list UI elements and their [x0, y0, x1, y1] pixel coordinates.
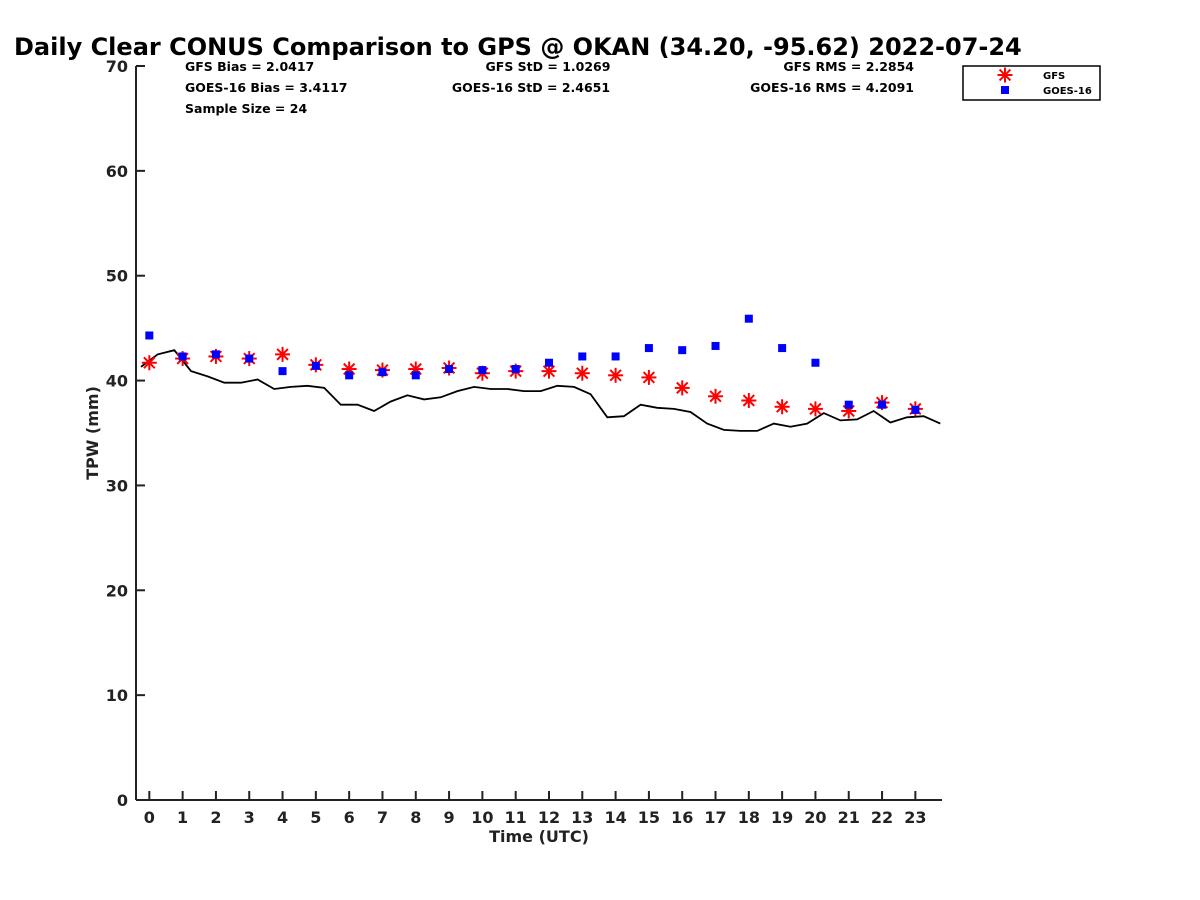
gfs-rms-stat: GFS RMS = 2.2854: [783, 59, 914, 74]
goes-16-point: [844, 400, 853, 409]
x-axis-label: Time (UTC): [489, 827, 589, 846]
y-tick-label: 20: [106, 581, 128, 600]
chart-title: Daily Clear CONUS Comparison to GPS @ OK…: [14, 33, 1022, 61]
y-ticks: 0 10 20 30 40 50 60 70: [106, 57, 145, 810]
gfs-point: [708, 388, 724, 404]
goes-16-point: [678, 346, 687, 355]
goes-16-point: [311, 361, 320, 370]
legend-goes-label: GOES-16: [1043, 86, 1092, 97]
x-tick-label: 7: [377, 808, 388, 827]
goes-16-point: [711, 341, 720, 350]
goes-16-point: [811, 358, 820, 367]
y-tick-label: 70: [106, 57, 128, 76]
plot-area: [140, 314, 941, 432]
y-axis-label: TPW (mm): [83, 386, 102, 480]
x-tick-label: 17: [704, 808, 726, 827]
x-tick-label: 22: [871, 808, 893, 827]
legend-gfs-marker: [997, 67, 1013, 83]
x-tick-label: 21: [838, 808, 860, 827]
gfs-point: [275, 346, 291, 362]
y-tick-label: 50: [106, 267, 128, 286]
goes-std-stat: GOES-16 StD = 2.4651: [452, 80, 610, 95]
gfs-point: [807, 401, 823, 417]
x-tick-label: 10: [471, 808, 493, 827]
gfs-point: [741, 392, 757, 408]
goes-16-point: [511, 365, 520, 374]
x-tick-label: 4: [277, 808, 288, 827]
statistics-block: GFS Bias = 2.0417 GOES-16 Bias = 3.4117 …: [185, 59, 914, 116]
x-tick-label: 1: [177, 808, 188, 827]
gfs-point: [641, 369, 657, 385]
x-tick-label: 20: [804, 808, 826, 827]
y-tick-label: 0: [117, 791, 128, 810]
goes-16-point: [245, 354, 254, 363]
x-tick-label: 6: [344, 808, 355, 827]
y-tick-label: 60: [106, 162, 128, 181]
x-tick-label: 8: [410, 808, 421, 827]
legend-goes-marker: [1001, 86, 1009, 94]
goes-16-point: [211, 350, 220, 359]
gfs-point: [774, 399, 790, 415]
legend-gfs-label: GFS: [1043, 71, 1065, 82]
gfs-std-stat: GFS StD = 1.0269: [486, 59, 611, 74]
gfs-point: [541, 363, 557, 379]
axes: [135, 66, 942, 801]
x-tick-label: 12: [538, 808, 560, 827]
x-tick-label: 23: [904, 808, 926, 827]
goes-16-point: [345, 371, 354, 380]
goes-16-point: [378, 368, 387, 377]
y-tick-label: 30: [106, 476, 128, 495]
legend-box: [962, 65, 1101, 101]
goes-16-point: [911, 405, 920, 414]
gfs-point: [141, 355, 157, 371]
gfs-bias-stat: GFS Bias = 2.0417: [185, 59, 314, 74]
x-tick-label: 15: [638, 808, 660, 827]
goes-16-point: [778, 344, 787, 353]
sample-size-stat: Sample Size = 24: [185, 101, 307, 116]
x-tick-label: 16: [671, 808, 693, 827]
goes-16-point: [544, 358, 553, 367]
gfs-point: [674, 380, 690, 396]
x-tick-label: 3: [244, 808, 255, 827]
legend: GFS GOES-16: [962, 65, 1101, 101]
goes-rms-stat: GOES-16 RMS = 4.2091: [750, 80, 914, 95]
x-ticks: 0 1 2 3 4 5 6 7 8 9 10 11 12 13 14 15 16 17 18 19 20 21 22 23: [144, 791, 926, 827]
gfs-point: [608, 367, 624, 383]
goes-16-point: [178, 352, 187, 361]
x-tick-label: 9: [444, 808, 455, 827]
legend-gfs-asterisk: [997, 67, 1013, 83]
goes-16-point: [744, 314, 753, 323]
x-tick-label: 13: [571, 808, 593, 827]
x-tick-label: 11: [505, 808, 527, 827]
x-tick-label: 2: [210, 808, 221, 827]
goes-16-point: [578, 352, 587, 361]
goes-bias-stat: GOES-16 Bias = 3.4117: [185, 80, 347, 95]
goes-16-point: [445, 365, 454, 374]
x-tick-label: 19: [771, 808, 793, 827]
gfs-point: [574, 365, 590, 381]
goes-16-point: [145, 331, 154, 340]
y-tick-label: 40: [106, 372, 128, 391]
goes-16-point: [878, 400, 887, 409]
x-tick-label: 0: [144, 808, 155, 827]
goes-16-point: [278, 367, 287, 376]
x-tick-label: 5: [310, 808, 321, 827]
goes-16-point: [644, 344, 653, 353]
goes-16-point: [611, 352, 620, 361]
y-tick-label: 10: [106, 686, 128, 705]
goes-16-point: [411, 371, 420, 380]
gps-series-line: [140, 349, 941, 432]
goes-16-point: [478, 366, 487, 375]
x-tick-label: 18: [738, 808, 760, 827]
x-tick-label: 14: [604, 808, 626, 827]
